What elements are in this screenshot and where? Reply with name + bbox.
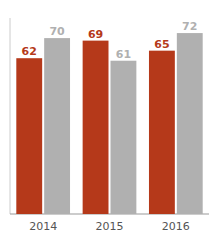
bar (83, 41, 109, 214)
bar (16, 58, 42, 214)
data-label: 70 (49, 25, 65, 38)
data-label: 72 (182, 20, 197, 33)
data-label: 61 (116, 48, 131, 61)
data-label: 65 (154, 38, 169, 51)
x-tick-label: 2016 (162, 220, 190, 233)
bar (111, 61, 137, 214)
x-tick-label: 2015 (96, 220, 124, 233)
chart: 62 69 65 70 61 72 2014 2015 2016 (0, 0, 219, 240)
data-label: 69 (88, 28, 103, 41)
data-labels: 62 69 65 70 61 72 (22, 20, 198, 61)
y-axis-line (10, 18, 11, 214)
x-tick-label: 2014 (29, 220, 57, 233)
bars (16, 33, 202, 214)
bar (149, 51, 175, 214)
bar (44, 38, 70, 214)
bar (177, 33, 203, 214)
data-label: 62 (22, 45, 37, 58)
chart-container: 62 69 65 70 61 72 2014 2015 2016 (0, 0, 219, 240)
